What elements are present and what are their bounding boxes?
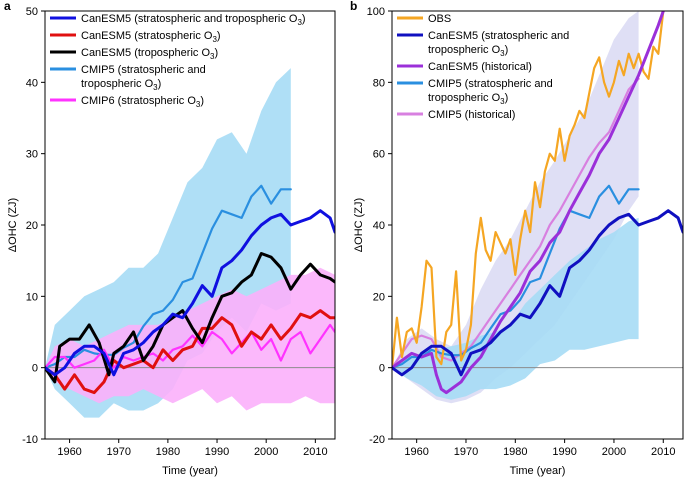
y-axis-title: ΔOHC (ZJ) <box>353 198 365 252</box>
x-tick-label: 1970 <box>106 446 130 458</box>
legend-item: CanESM5 (stratospheric and tropospheric O… <box>397 30 569 58</box>
legend-item: CMIP5 (stratospheric and tropospheric O3) <box>50 64 206 92</box>
legend-label-text: CanESM5 (stratospheric O <box>81 30 213 42</box>
legend-item: OBS <box>397 13 451 25</box>
legend-label-tail: ) <box>158 78 162 90</box>
x-tick-label: 1970 <box>454 446 478 458</box>
x-axis-title: Time (year) <box>162 465 218 477</box>
x-tick-label: 2010 <box>303 446 327 458</box>
legend-label: CMIP5 (stratospheric and <box>428 78 553 90</box>
legend-label-tail: ) <box>217 30 221 42</box>
legend-label-line2: tropospheric O3) <box>81 78 161 92</box>
legend-label: CanESM5 (historical) <box>428 61 532 73</box>
legend-label-text: CMIP6 (stratospheric O <box>81 95 196 107</box>
legend-label-tail: ) <box>302 13 306 25</box>
legend-label: CanESM5 (tropospheric O3) <box>81 47 218 61</box>
legend-label: CanESM5 (stratospheric O3) <box>81 30 221 44</box>
legend-label-text: CanESM5 (stratospheric and tropospheric … <box>81 13 298 25</box>
legend-label-line2: tropospheric O3) <box>428 44 508 58</box>
y-tick-label: 60 <box>373 149 385 161</box>
legend-label: OBS <box>428 13 451 25</box>
legend-label-subscript: 3 <box>153 83 158 92</box>
series-line-4 <box>45 209 335 377</box>
y-tick-label: -10 <box>22 434 38 446</box>
legend-label-subscript: 3 <box>196 100 201 109</box>
x-tick-label: 2000 <box>602 446 626 458</box>
legend-label-tail: ) <box>214 47 218 59</box>
legend-item: CMIP6 (stratospheric O3) <box>50 95 204 109</box>
legend-label-subscript: 3 <box>500 49 505 58</box>
series-line-3 <box>392 11 665 395</box>
legend-label-text: CMIP5 (historical) <box>428 109 515 121</box>
y-axis-title: ΔOHC (ZJ) <box>7 198 19 252</box>
plot-area <box>392 11 683 404</box>
series-line-0 <box>45 184 292 369</box>
legend-item: CanESM5 (historical) <box>397 61 532 73</box>
x-tick-label: 1980 <box>503 446 527 458</box>
legend-label-subscript: 3 <box>212 35 217 44</box>
y-tick-label: 20 <box>373 291 385 303</box>
legend-label-line2: tropospheric O3) <box>428 92 508 106</box>
series-line-1 <box>392 184 640 369</box>
legend-item: CanESM5 (tropospheric O3) <box>50 47 218 61</box>
y-tick-label: 80 <box>373 77 385 89</box>
x-tick-label: 2000 <box>254 446 278 458</box>
y-tick-label: -20 <box>369 434 385 446</box>
legend-item: CMIP5 (historical) <box>397 109 515 121</box>
legend-item: CanESM5 (stratospheric and tropospheric … <box>50 13 306 27</box>
legend-item: CMIP5 (stratospheric and tropospheric O3) <box>397 78 553 106</box>
series-line-4 <box>392 209 683 377</box>
legend-label: CanESM5 (stratospheric and tropospheric … <box>81 13 306 27</box>
legend-label-text: tropospheric O <box>428 92 501 104</box>
legend-label-text: tropospheric O <box>428 44 501 56</box>
series-line-1 <box>45 323 335 369</box>
y-tick-label: 20 <box>26 220 38 232</box>
legend-label: CanESM5 (stratospheric and <box>428 30 569 42</box>
legend-label-tail: ) <box>505 44 509 56</box>
panel-letter: b <box>350 0 357 13</box>
y-tick-label: 40 <box>373 220 385 232</box>
series-line-2 <box>392 11 665 369</box>
x-tick-label: 1990 <box>205 446 229 458</box>
legend-item: CanESM5 (stratospheric O3) <box>50 30 221 44</box>
legend-label-text: OBS <box>428 13 451 25</box>
x-tick-label: 1990 <box>552 446 576 458</box>
legend-label: CMIP5 (historical) <box>428 109 515 121</box>
series-line-2 <box>45 309 335 395</box>
range-band-0 <box>45 68 291 418</box>
legend-label-tail: ) <box>200 95 204 107</box>
plot-area <box>45 68 335 418</box>
legend-label: CMIP6 (stratospheric O3) <box>81 95 204 109</box>
legend-label-text: CanESM5 (tropospheric O <box>81 47 210 59</box>
legend-label-subscript: 3 <box>297 18 302 27</box>
legend: OBS CanESM5 (stratospheric and tropospheri… <box>397 13 569 121</box>
x-axis-title: Time (year) <box>510 465 566 477</box>
panel-letter: a <box>4 0 11 13</box>
y-tick-label: 0 <box>379 363 385 375</box>
y-tick-label: 50 <box>26 6 38 18</box>
y-tick-label: 30 <box>26 149 38 161</box>
legend-label: CMIP5 (stratospheric and <box>81 64 206 76</box>
legend-label-subscript: 3 <box>500 97 505 106</box>
legend-label-subscript: 3 <box>210 52 215 61</box>
legend-label-tail: ) <box>505 92 509 104</box>
series-line-3 <box>45 252 335 384</box>
x-tick-label: 1960 <box>57 446 81 458</box>
y-tick-label: 100 <box>367 6 385 18</box>
x-tick-label: 1960 <box>404 446 428 458</box>
y-tick-label: 0 <box>32 363 38 375</box>
panel-b: b 1960 1970 1980 1990 2000 2010 -20 0 20 40 60 80 100… <box>350 0 684 477</box>
y-tick-label: 10 <box>26 291 38 303</box>
panel-a: a 1960 1970 1980 1990 2000 2010 -10 0 10 20 30 40 50 T… <box>4 0 336 477</box>
x-tick-label: 2010 <box>651 446 675 458</box>
series-line-0 <box>392 77 640 369</box>
x-tick-label: 1980 <box>156 446 180 458</box>
legend-label-text: CanESM5 (historical) <box>428 61 532 73</box>
y-tick-label: 40 <box>26 77 38 89</box>
legend: CanESM5 (stratospheric and tropospheric … <box>50 13 306 109</box>
legend-label-text: tropospheric O <box>81 78 154 90</box>
